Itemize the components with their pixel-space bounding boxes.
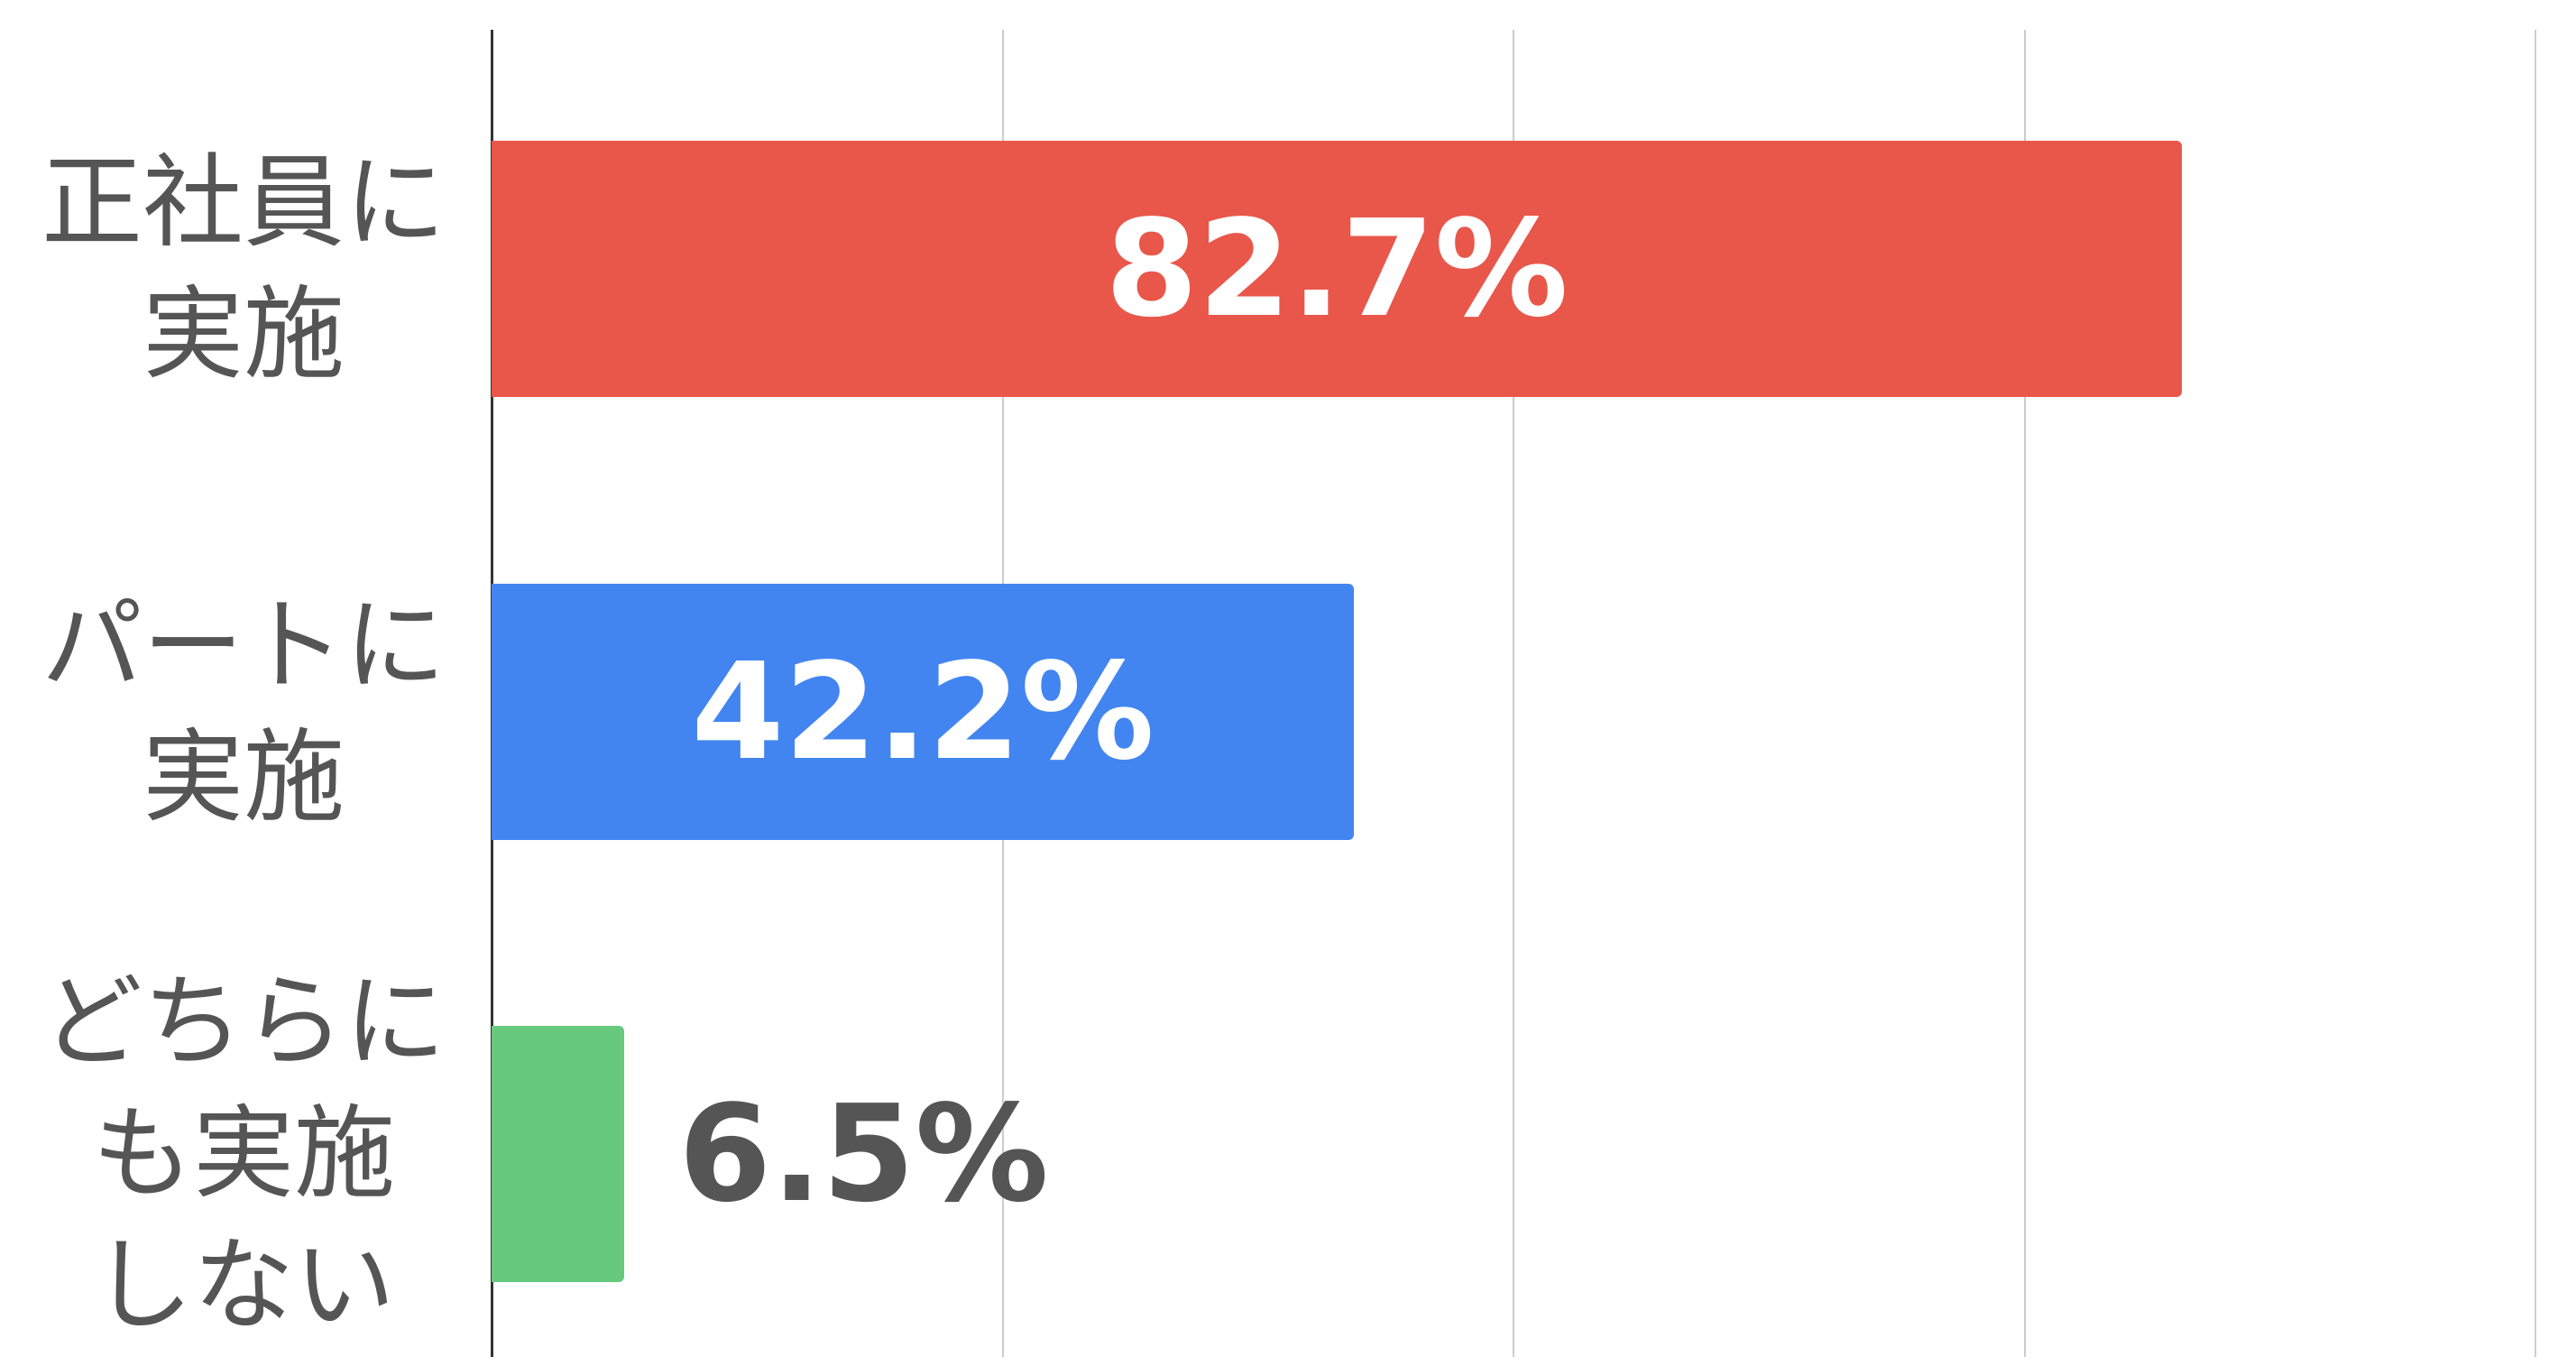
y-tick-label: どちらに も実施 しない xyxy=(41,963,446,1344)
bar xyxy=(492,583,1355,840)
y-tick-label: パートに 実施 xyxy=(41,586,446,836)
data-label: 42.2% xyxy=(691,633,1155,789)
bar xyxy=(492,1025,625,1282)
grid-line xyxy=(2535,30,2536,1357)
bar xyxy=(492,141,2182,398)
data-label: 82.7% xyxy=(1105,191,1569,347)
grid-line xyxy=(2023,30,2026,1357)
y-tick-label: 正社員に 実施 xyxy=(41,144,446,394)
data-label: 6.5% xyxy=(678,1075,1049,1232)
grid-line xyxy=(1513,30,1514,1357)
